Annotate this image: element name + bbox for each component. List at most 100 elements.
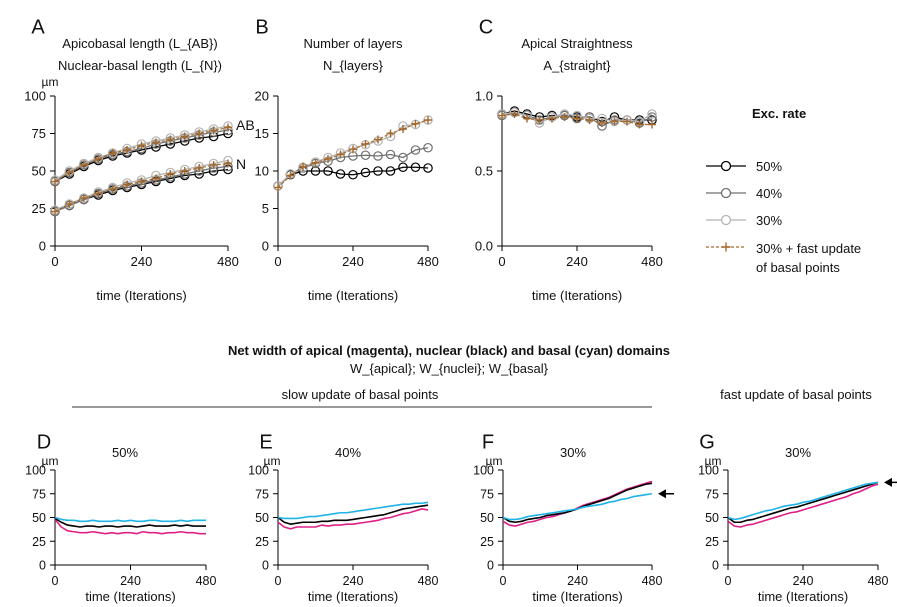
annotation-label: AB — [236, 117, 255, 133]
panel-f: F 30% µm 0 25 50 75 100 0 240 480 time (Iterations) — [473, 432, 674, 604]
data-point — [108, 185, 117, 193]
x-tick-label: 240 — [566, 254, 588, 269]
y-tick-label: 25 — [32, 535, 46, 549]
data-point — [560, 113, 569, 121]
arrow-icon — [884, 477, 892, 487]
panel-subtitle: A_{straight} — [543, 58, 611, 73]
panel-d: D 50% µm 0 25 50 75 100 0 240 480 time (Iterations) — [25, 432, 216, 604]
x-axis-label: time (Iterations) — [532, 589, 622, 604]
data-point — [610, 117, 619, 126]
panel-g: G 30% µm 0 25 50 75 100 0 240 480 time (Iterations) — [698, 432, 897, 604]
panel-c: C Apical Straightness A_{straight} 0.0 0.5 1.… — [475, 17, 663, 303]
panel-title: Apicobasal length (L_{AB}) — [62, 36, 217, 51]
data-point — [360, 167, 371, 178]
data-point — [79, 194, 88, 202]
x-axis-label: time (Iterations) — [532, 288, 622, 303]
x-axis-label: time (Iterations) — [308, 589, 398, 604]
y-tick-label: 75 — [32, 487, 46, 501]
y-tick-label: 0 — [39, 239, 46, 254]
y-tick-label: 1.0 — [475, 89, 493, 104]
data-point — [79, 193, 89, 203]
data-point — [510, 110, 519, 118]
data-point — [373, 151, 383, 161]
y-tick-label: 0.0 — [475, 239, 493, 254]
data-point — [410, 145, 421, 155]
x-tick-label: 0 — [274, 254, 281, 269]
legend-swatch-marker — [720, 160, 732, 172]
y-tick-label: 20 — [255, 89, 269, 104]
data-point — [385, 149, 396, 160]
panel-title: 30% — [785, 445, 811, 460]
series-line-nuclear — [277, 504, 429, 525]
data-point — [65, 200, 74, 208]
data-point — [598, 119, 606, 127]
y-tick-label: 50 — [705, 511, 719, 525]
y-tick-label: 100 — [248, 464, 269, 478]
data-point — [411, 119, 420, 128]
x-axis-label: time (Iterations) — [96, 288, 186, 303]
data-point — [180, 132, 189, 141]
series-line-apical — [277, 508, 429, 530]
panel-subtitle: Nuclear-basal length (L_{N}) — [58, 58, 222, 73]
x-tick-label: 240 — [120, 574, 141, 588]
x-axis-label: time (Iterations) — [308, 288, 398, 303]
data-point — [548, 114, 556, 123]
x-tick-label: 0 — [498, 254, 505, 269]
data-point — [274, 183, 282, 192]
bottom-header: Net width of apical (magenta), nuclear (… — [72, 343, 872, 408]
data-point — [573, 114, 581, 123]
legend-label-30: 30% — [756, 213, 782, 228]
data-point — [108, 149, 117, 157]
panel-letter: B — [255, 17, 268, 39]
panel-letter: G — [699, 432, 715, 454]
y-tick-label: 0 — [262, 239, 269, 254]
data-point — [151, 174, 160, 183]
y-unit-label: µm — [264, 454, 281, 468]
legend: Exc. rate 50% 40% 30% 30% + fast update … — [706, 106, 861, 275]
y-tick-label: 50 — [32, 164, 46, 179]
y-tick-label: 10 — [255, 164, 269, 179]
y-tick-label: 25 — [705, 535, 719, 549]
data-point — [137, 177, 146, 186]
data-point — [535, 116, 544, 124]
data-point — [51, 207, 59, 216]
y-tick-label: 0 — [712, 559, 719, 573]
data-point — [374, 135, 382, 144]
data-point — [623, 117, 631, 126]
series-line-basal — [54, 516, 206, 523]
data-point — [310, 166, 321, 176]
x-tick-label: 240 — [131, 254, 153, 269]
series-line-basal — [277, 501, 429, 520]
legend-swatch-marker — [721, 242, 731, 252]
data-point — [166, 135, 175, 144]
data-point — [107, 148, 118, 158]
data-point — [137, 141, 146, 150]
panel-b: B Number of layers N_{layers} 0 5 10 15 20 0 240 4… — [255, 17, 439, 303]
x-tick-label: 240 — [342, 254, 364, 269]
y-tick-label: 100 — [698, 464, 719, 478]
x-tick-label: 0 — [725, 574, 732, 588]
data-point — [399, 125, 407, 133]
data-point — [523, 114, 531, 123]
data-point — [498, 111, 506, 120]
data-point — [209, 161, 218, 169]
data-point — [386, 129, 395, 138]
bottom-title: Net width of apical (magenta), nuclear (… — [228, 343, 670, 358]
y-tick-label: 100 — [24, 89, 46, 104]
y-tick-label: 25 — [32, 201, 46, 216]
x-tick-label: 480 — [418, 574, 439, 588]
panel-letter: A — [31, 17, 45, 39]
panel-letter: E — [259, 432, 272, 454]
x-tick-label: 480 — [196, 574, 217, 588]
x-tick-label: 480 — [417, 254, 439, 269]
legend-label-30-fast-line2: of basal points — [756, 260, 840, 275]
legend-swatch-marker — [720, 214, 732, 226]
x-tick-label: 0 — [500, 574, 507, 588]
data-point — [360, 150, 371, 161]
x-tick-label: 480 — [641, 254, 663, 269]
data-point — [648, 120, 656, 129]
data-point — [335, 169, 346, 179]
panel-e: E 40% µm 0 25 50 75 100 0 240 480 time (Iterations) — [248, 432, 438, 604]
x-tick-label: 0 — [52, 574, 59, 588]
data-point — [299, 162, 307, 171]
